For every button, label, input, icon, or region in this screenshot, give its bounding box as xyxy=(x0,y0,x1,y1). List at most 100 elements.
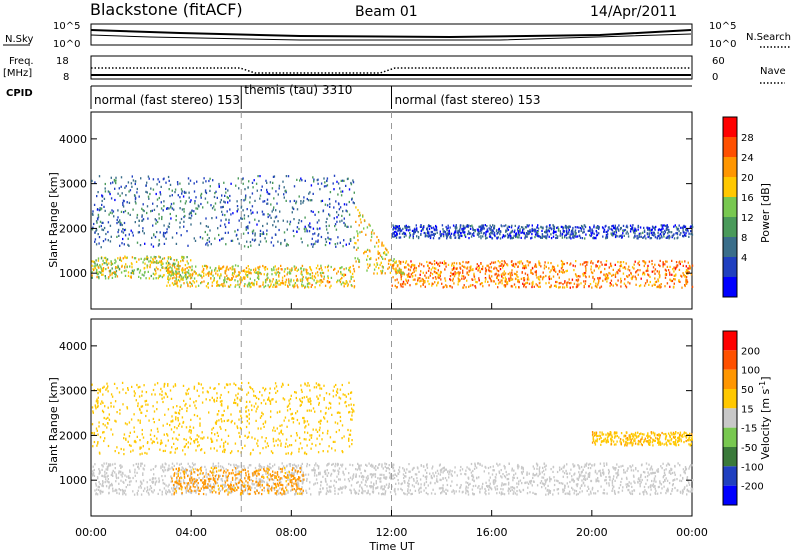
data-cell xyxy=(534,270,536,274)
data-cell xyxy=(128,201,131,204)
data-cell xyxy=(158,180,161,183)
data-cell xyxy=(281,276,284,279)
data-cell xyxy=(202,181,204,184)
data-cell xyxy=(496,488,499,491)
data-cell xyxy=(271,236,273,239)
data-cell xyxy=(666,228,669,231)
data-cell xyxy=(232,272,234,275)
data-cell xyxy=(326,464,328,467)
data-cell xyxy=(124,274,127,277)
data-cell xyxy=(261,232,263,236)
data-cell xyxy=(567,485,570,488)
data-cell xyxy=(611,228,613,231)
data-cell xyxy=(175,214,177,218)
data-cell xyxy=(591,231,594,234)
data-cell xyxy=(240,206,242,209)
data-cell xyxy=(153,233,155,236)
data-cell xyxy=(536,231,539,234)
data-cell xyxy=(376,272,378,275)
data-cell xyxy=(121,475,123,478)
data-cell xyxy=(238,465,240,468)
data-cell xyxy=(610,264,612,267)
data-cell xyxy=(408,272,410,275)
data-cell xyxy=(569,282,571,285)
data-cell xyxy=(113,271,116,274)
data-cell xyxy=(470,284,472,287)
data-cell xyxy=(266,222,268,225)
data-cell xyxy=(511,488,513,492)
data-cell xyxy=(382,467,384,470)
data-cell xyxy=(550,233,552,236)
data-cell xyxy=(526,492,529,495)
data-cell xyxy=(679,474,682,477)
data-cell xyxy=(560,259,563,263)
data-cell xyxy=(439,469,442,472)
data-cell xyxy=(630,273,632,276)
data-cell xyxy=(506,229,508,232)
data-cell xyxy=(358,466,360,469)
data-cell xyxy=(602,279,604,282)
data-cell xyxy=(516,493,518,496)
data-cell xyxy=(651,225,654,228)
data-cell xyxy=(518,234,521,237)
data-cell xyxy=(517,233,519,236)
data-cell xyxy=(453,275,456,278)
data-cell xyxy=(380,493,383,496)
data-cell xyxy=(394,227,397,230)
data-cell xyxy=(395,267,397,270)
data-cell xyxy=(220,198,222,202)
data-cell xyxy=(305,276,307,279)
data-cell xyxy=(626,486,628,489)
data-cell xyxy=(618,224,620,227)
data-cell xyxy=(642,273,644,276)
data-cell xyxy=(558,276,560,279)
data-cell xyxy=(588,275,590,278)
data-cell xyxy=(125,256,128,260)
data-cell xyxy=(562,466,564,469)
data-cell xyxy=(391,465,394,468)
data-cell xyxy=(336,242,339,245)
data-cell xyxy=(664,229,666,232)
data-cell xyxy=(225,281,228,284)
data-cell xyxy=(268,192,271,196)
data-cell xyxy=(501,263,503,266)
data-cell xyxy=(360,464,362,467)
data-cell xyxy=(171,277,174,280)
data-cell xyxy=(309,222,311,225)
data-cell xyxy=(454,230,456,233)
data-cell xyxy=(489,277,491,280)
data-cell xyxy=(209,189,211,192)
data-cell xyxy=(392,474,394,477)
data-cell xyxy=(570,468,572,471)
data-cell xyxy=(440,468,442,471)
data-cell xyxy=(635,467,637,470)
data-cell xyxy=(528,224,530,227)
data-cell xyxy=(654,492,657,495)
data-cell xyxy=(152,245,155,248)
data-cell xyxy=(312,243,315,246)
data-cell xyxy=(198,477,200,480)
data-cell xyxy=(526,281,529,284)
data-cell xyxy=(503,284,505,287)
data-cell xyxy=(98,277,100,280)
data-cell xyxy=(397,472,400,475)
data-cell xyxy=(97,273,99,276)
data-cell xyxy=(545,282,547,285)
data-cell xyxy=(269,214,271,217)
data-cell xyxy=(411,275,413,278)
data-cell xyxy=(674,465,676,468)
data-cell xyxy=(524,481,526,485)
data-cell xyxy=(511,237,513,240)
data-cell xyxy=(557,273,559,276)
data-cell xyxy=(578,226,580,229)
data-cell xyxy=(334,462,337,465)
data-cell xyxy=(103,226,106,230)
data-cell xyxy=(515,234,517,237)
data-cell xyxy=(434,281,436,284)
data-cell xyxy=(520,260,522,263)
data-cell xyxy=(426,466,429,469)
data-cell xyxy=(125,493,127,496)
data-cell xyxy=(305,271,308,274)
data-cell xyxy=(133,269,135,272)
data-cell xyxy=(178,271,180,274)
